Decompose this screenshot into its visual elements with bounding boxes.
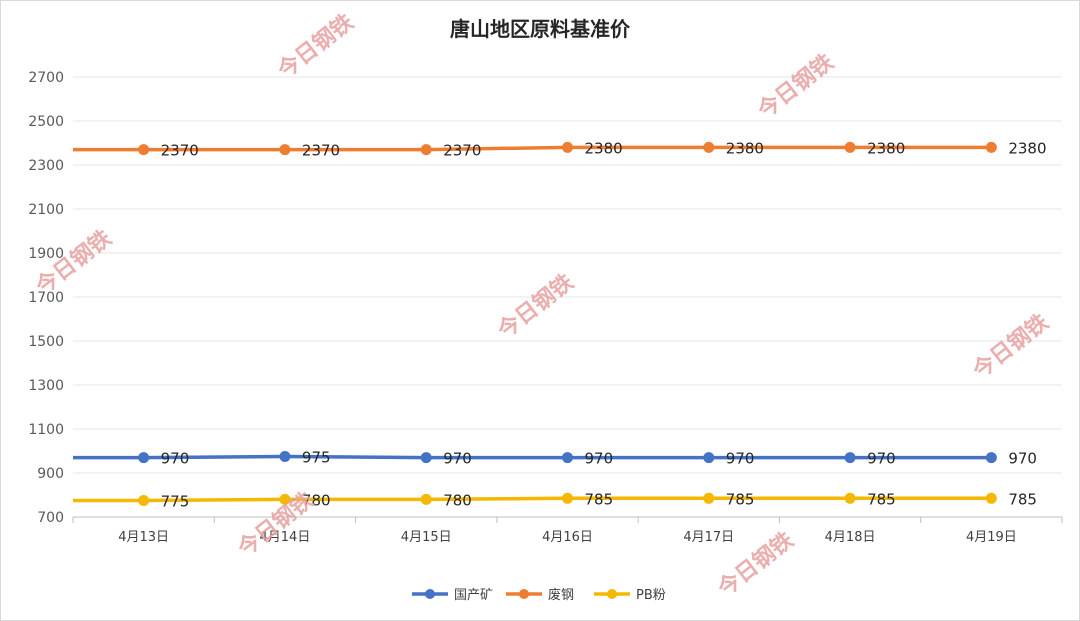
data-point xyxy=(138,495,150,506)
data-label-layer: 970 975 970 970 970 970 970 2370 2370 2370 2380 238… xyxy=(161,139,1047,510)
data-point xyxy=(703,141,715,153)
data-label: 970 xyxy=(585,450,614,468)
data-label: 970 xyxy=(161,450,190,468)
data-point xyxy=(420,144,432,156)
legend-swatch-marker xyxy=(519,589,529,599)
legend-label: 废钢 xyxy=(548,587,574,603)
y-tick-label: 1900 xyxy=(28,246,64,262)
data-label: 780 xyxy=(443,491,472,509)
data-point xyxy=(703,492,715,504)
x-tick-label: 4月17日 xyxy=(683,530,734,545)
data-label: 970 xyxy=(867,450,896,468)
data-label: 785 xyxy=(1008,490,1037,508)
data-point xyxy=(279,493,291,505)
data-label: 775 xyxy=(161,493,190,511)
data-point xyxy=(138,144,150,156)
data-point xyxy=(844,452,856,464)
grid-layer: 700 900 1100 1300 1500 1700 1900 2100 2300 2500 27… xyxy=(28,70,1062,526)
y-tick-label: 700 xyxy=(37,510,64,526)
data-label: 2370 xyxy=(443,142,481,160)
y-tick-label: 900 xyxy=(37,466,64,482)
data-label: 2380 xyxy=(867,139,905,157)
series-line xyxy=(73,145,992,152)
data-point xyxy=(279,144,291,156)
x-tick-label: 4月19日 xyxy=(966,530,1017,545)
data-point xyxy=(844,492,856,504)
data-label: 970 xyxy=(726,450,755,468)
data-point xyxy=(985,452,997,464)
y-tick-label: 1500 xyxy=(28,334,64,350)
chart-title: 唐山地区原料基准价 xyxy=(450,17,631,41)
x-tick-label: 4月13日 xyxy=(118,530,169,545)
data-point xyxy=(138,452,150,464)
data-label: 2380 xyxy=(1008,139,1046,157)
data-point xyxy=(562,452,573,464)
data-point xyxy=(420,452,432,464)
data-point xyxy=(420,493,432,505)
x-tick-label: 4月18日 xyxy=(825,530,876,545)
data-point xyxy=(562,492,573,504)
series-line xyxy=(73,454,992,460)
data-label: 975 xyxy=(302,449,331,467)
legend: 国产矿 废钢 PB粉 xyxy=(412,587,666,603)
legend-swatch-marker xyxy=(607,589,617,599)
y-tick-label: 1300 xyxy=(28,378,64,394)
data-point xyxy=(703,452,715,464)
y-tick-label: 1700 xyxy=(28,290,64,306)
data-label: 2370 xyxy=(302,142,340,160)
data-label: 785 xyxy=(585,490,614,508)
data-label: 785 xyxy=(867,490,896,508)
legend-label: 国产矿 xyxy=(454,588,493,603)
data-label: 2380 xyxy=(585,139,623,157)
series-line xyxy=(73,496,992,503)
data-label: 2370 xyxy=(161,142,199,160)
data-point xyxy=(985,492,997,504)
data-label: 780 xyxy=(302,491,331,509)
data-label: 785 xyxy=(726,490,755,508)
series-layer xyxy=(73,141,997,506)
legend-label: PB粉 xyxy=(636,588,666,603)
data-label: 970 xyxy=(443,450,472,468)
x-tick-label: 4月15日 xyxy=(401,530,452,545)
y-tick-label: 2300 xyxy=(28,158,64,174)
x-tick-label: 4月14日 xyxy=(260,530,311,545)
legend-swatch-marker xyxy=(425,589,435,599)
y-tick-label: 2100 xyxy=(28,202,64,218)
y-tick-label: 2700 xyxy=(28,70,64,86)
x-axis: 4月13日 4月14日 4月15日 4月16日 4月17日 4月18日 4月19日 xyxy=(72,516,1063,545)
y-tick-label: 2500 xyxy=(28,114,64,130)
data-point xyxy=(279,451,291,462)
data-point xyxy=(562,141,573,153)
data-label: 970 xyxy=(1008,450,1037,468)
data-point xyxy=(844,141,856,153)
data-label: 2380 xyxy=(726,139,764,157)
data-point xyxy=(985,141,997,153)
y-tick-label: 1100 xyxy=(28,422,64,438)
x-tick-label: 4月16日 xyxy=(542,530,593,545)
